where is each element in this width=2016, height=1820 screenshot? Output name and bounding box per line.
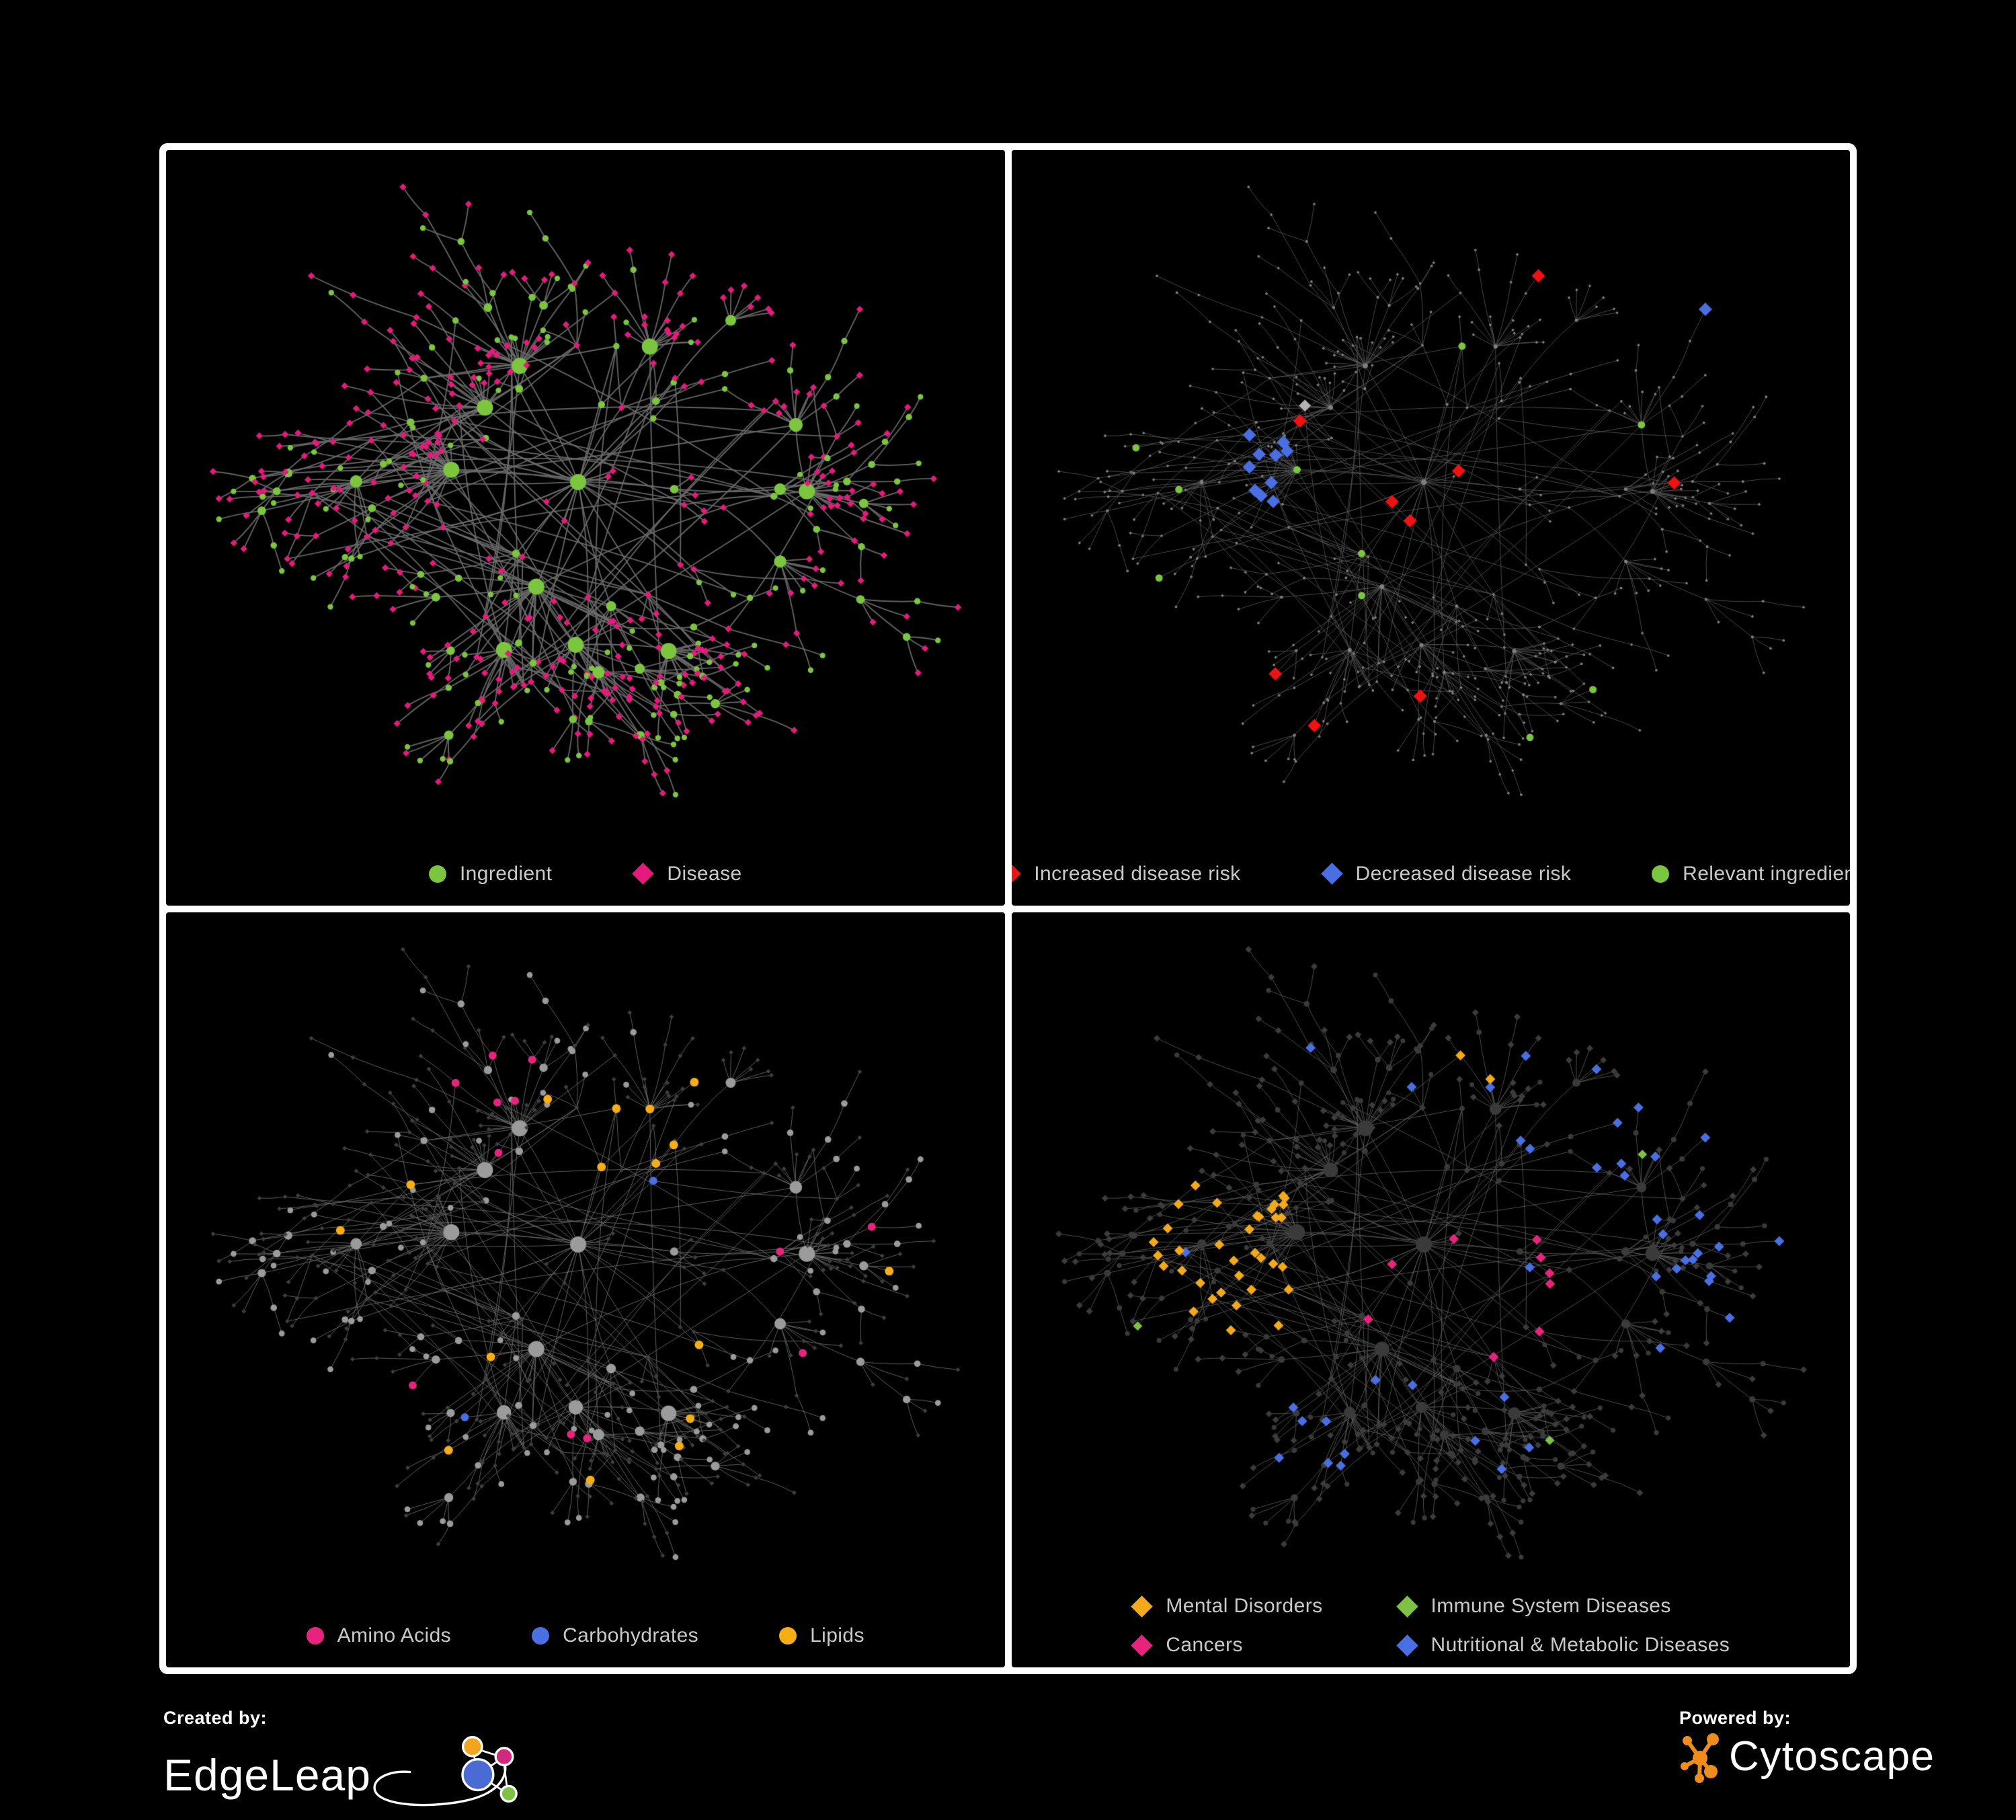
carbohydrates-circle-icon [532,1627,550,1645]
legend-item: Amino Acids [306,1624,452,1647]
legend-item: Cancers [1131,1634,1322,1657]
legend-ingredient-disease: Ingredient Disease [166,863,1005,885]
cancers-diamond-icon [1131,1634,1154,1657]
legend-label: Relevant ingredient [1683,862,1850,885]
legend-label: Lipids [810,1624,864,1647]
legend-item: Mental Disorders [1131,1595,1322,1618]
edgeleap-wordmark: EdgeLeap [163,1750,371,1800]
created-by-label: Created by: [163,1708,268,1728]
legend-item: Disease [632,862,742,885]
powered-by-label: Powered by: [1679,1708,1791,1728]
legend-label: Amino Acids [337,1624,452,1647]
ingredient-circle-icon [428,865,446,883]
legend-label: Nutritional & Metabolic Diseases [1430,1634,1730,1656]
legend-item: Relevant ingredient [1652,863,1850,885]
legend-item: Increased disease risk [1011,862,1241,885]
immune-system-diseases-diamond-icon [1396,1595,1418,1618]
legend-item: Ingredient [428,862,553,885]
legend-label: Increased disease risk [1034,862,1241,885]
legend-label: Disease [667,862,742,885]
panel-disease-classes: Mental Disorders Immune System Diseases … [1011,912,1851,1667]
panel-nutrient-classes: Amino Acids Carbohydrates Lipids [166,912,1005,1667]
legend-item: Lipids [779,1624,864,1647]
disease-diamond-icon [632,863,655,885]
panel-ingredient-disease: Ingredient Disease [166,150,1005,906]
amino-acids-circle-icon [306,1627,324,1645]
network-canvas-ingredient-disease [166,150,1005,906]
legend-item: Carbohydrates [532,1624,698,1647]
legend-item: Immune System Diseases [1396,1595,1730,1618]
panel-disease-risk: Increased disease risk Decreased disease… [1011,150,1850,906]
cytoscape-wordmark: Cytoscape [1729,1733,1935,1780]
legend-label: Immune System Diseases [1430,1595,1671,1617]
panels-grid: Ingredient Disease Increased disease ris… [159,143,1857,1674]
edgeleap-logo-icon [373,1736,518,1807]
network-canvas-nutrient-classes [166,912,1005,1667]
cytoscape-logo-icon [1681,1733,1719,1783]
legend-disease-risk: Increased disease risk Decreased disease… [1011,862,1850,885]
mental-disorders-diamond-icon [1131,1595,1154,1618]
decreased-risk-diamond-icon [1320,863,1343,885]
network-canvas-disease-classes [1011,912,1850,1667]
legend-label: Ingredient [459,862,553,885]
cytoscape-branding: Powered by: Cytoscape [1679,1708,1935,1784]
legend-label: Mental Disorders [1166,1595,1323,1617]
legend-item: Decreased disease risk [1320,862,1572,885]
legend-item: Nutritional & Metabolic Diseases [1396,1634,1730,1657]
legend-label: Carbohydrates [563,1624,699,1647]
edgeleap-branding: Created by: EdgeLeap [163,1708,519,1820]
legend-label: Decreased disease risk [1355,862,1572,885]
increased-risk-diamond-icon [1011,863,1022,885]
nutritional-metabolic-diseases-diamond-icon [1396,1634,1418,1657]
relevant-ingredient-circle-icon [1652,865,1670,883]
lipids-circle-icon [779,1627,797,1645]
legend-disease-classes: Mental Disorders Immune System Diseases … [1012,1595,1851,1657]
legend-nutrient-classes: Amino Acids Carbohydrates Lipids [166,1624,1005,1647]
legend-label: Cancers [1166,1634,1243,1656]
network-canvas-disease-risk [1011,150,1850,906]
